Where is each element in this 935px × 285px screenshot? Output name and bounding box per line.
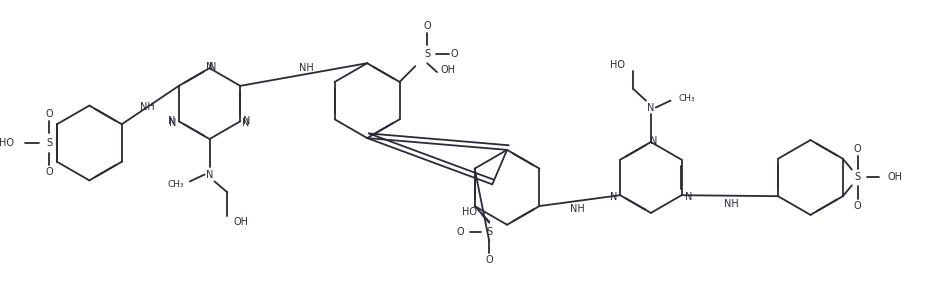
Text: N: N [684,192,692,202]
Text: S: S [424,49,430,59]
Text: O: O [456,227,464,237]
Text: HO: HO [0,138,14,148]
Text: O: O [854,144,861,154]
Text: O: O [854,201,861,211]
Text: CH₃: CH₃ [679,94,695,103]
Text: HO: HO [611,60,626,70]
Text: O: O [485,255,493,265]
Text: N: N [243,116,251,126]
Text: NH: NH [299,63,314,73]
Text: N: N [647,103,654,113]
Text: N: N [168,116,176,126]
Text: O: O [451,49,458,59]
Text: OH: OH [233,217,248,227]
Text: O: O [424,21,431,31]
Text: S: S [486,227,493,237]
Text: O: O [45,166,52,177]
Text: S: S [855,172,861,182]
Text: O: O [45,109,52,119]
Text: OH: OH [441,65,456,75]
Text: OH: OH [887,172,902,182]
Text: N: N [209,62,216,72]
Text: NH: NH [725,199,740,209]
Text: HO: HO [463,207,478,217]
Text: N: N [242,118,250,128]
Text: N: N [610,192,617,202]
Text: N: N [650,136,657,146]
Text: N: N [169,118,177,128]
Text: NH: NH [570,203,585,213]
Text: NH: NH [140,102,155,112]
Text: S: S [46,138,52,148]
Text: N: N [206,170,213,180]
Text: N: N [206,62,213,72]
Text: CH₃: CH₃ [167,180,184,189]
